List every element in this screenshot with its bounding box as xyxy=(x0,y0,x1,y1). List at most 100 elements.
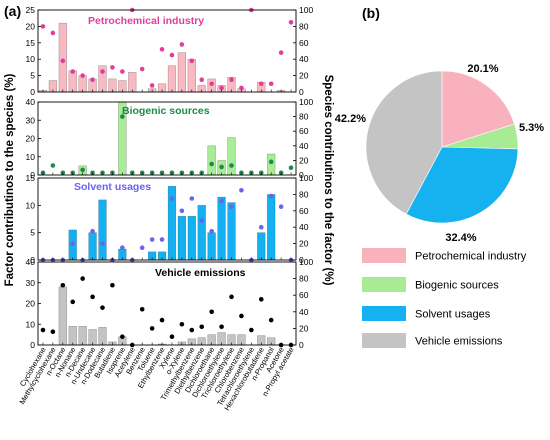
y-tick-label: 20 xyxy=(26,299,36,309)
data-point xyxy=(288,165,294,170)
data-point xyxy=(70,299,76,305)
data-point xyxy=(50,30,56,36)
data-point xyxy=(159,47,165,52)
data-point xyxy=(169,52,175,58)
data-point xyxy=(209,81,214,87)
data-point xyxy=(199,77,205,82)
y2-tick-label: 40 xyxy=(299,141,309,151)
data-point xyxy=(219,198,224,204)
data-point xyxy=(278,204,284,209)
y2-tick-label: 100 xyxy=(299,97,313,107)
bar xyxy=(227,202,236,261)
pie-value-label: 42.2% xyxy=(335,113,366,125)
data-point xyxy=(60,58,66,64)
data-point xyxy=(229,163,234,168)
legend-label: Solvent usages xyxy=(415,309,491,321)
y2-tick-label: 0 xyxy=(299,340,304,350)
data-point xyxy=(139,307,145,312)
data-point xyxy=(159,237,165,242)
pie-value-label: 5.3% xyxy=(519,122,544,134)
plot-frame xyxy=(37,9,297,93)
data-point xyxy=(80,276,85,281)
data-point xyxy=(120,245,125,250)
data-point xyxy=(159,317,165,323)
data-point xyxy=(219,164,224,170)
data-point xyxy=(189,196,195,201)
data-point xyxy=(258,81,264,87)
data-point xyxy=(100,69,105,74)
pie-slice xyxy=(365,70,443,215)
y2-tick-label: 0 xyxy=(299,87,304,97)
data-point xyxy=(90,229,95,234)
panel-title: Biogenic sources xyxy=(122,105,210,117)
y-axis-label: Factor contributinos to the species (%) xyxy=(4,73,16,286)
panel-title: Solvent usages xyxy=(74,181,151,193)
data-point xyxy=(40,327,46,333)
y-tick-label: 15 xyxy=(26,38,36,48)
y2-tick-label: 100 xyxy=(299,257,313,267)
data-point xyxy=(120,69,125,74)
data-point xyxy=(219,85,224,91)
y-tick-label: 40 xyxy=(26,97,36,107)
y-tick-label: 0 xyxy=(30,255,35,265)
data-point xyxy=(189,58,195,64)
data-point xyxy=(149,237,155,242)
bar xyxy=(68,326,77,346)
y2-tick-label: 20 xyxy=(299,71,309,81)
data-point xyxy=(268,159,274,165)
data-point xyxy=(100,305,105,310)
y2-axis-label: Species contributinos to the factor (%) xyxy=(322,75,334,286)
y2-tick-label: 20 xyxy=(299,239,309,249)
data-point xyxy=(50,163,56,168)
legend-swatch xyxy=(362,277,406,292)
data-point xyxy=(209,229,214,234)
data-point xyxy=(169,334,175,340)
bar xyxy=(98,199,107,261)
data-point xyxy=(80,73,85,78)
y2-tick-label: 40 xyxy=(299,222,309,232)
data-point xyxy=(199,324,205,330)
y-tick-label: 20 xyxy=(26,134,36,144)
panel-title: Petrochemical industry xyxy=(88,15,204,27)
data-point xyxy=(209,309,214,315)
bar xyxy=(88,232,97,261)
y2-tick-label: 80 xyxy=(299,274,309,284)
bar xyxy=(207,145,216,176)
subpanel-2: 0 10 20 30 40 0 20 40 60 80 100 Biogenic sources xyxy=(26,97,314,180)
panel-b-label: (b) xyxy=(362,5,380,21)
y2-tick-label: 40 xyxy=(299,307,309,317)
data-point xyxy=(90,77,95,82)
bar xyxy=(187,58,196,93)
pie-value-label: 20.1% xyxy=(467,63,498,75)
bar xyxy=(207,232,216,261)
legend-label: Biogenic sources xyxy=(415,280,499,292)
y2-tick-label: 0 xyxy=(299,170,304,180)
y-tick-label: 10 xyxy=(26,200,36,210)
bar xyxy=(78,326,87,346)
data-point xyxy=(179,321,185,327)
data-point xyxy=(110,65,115,70)
pie-slice xyxy=(405,146,519,224)
bar xyxy=(197,205,206,261)
y2-tick-label: 80 xyxy=(299,112,309,122)
data-point xyxy=(258,224,264,230)
y2-tick-label: 100 xyxy=(299,173,313,183)
data-point xyxy=(239,313,244,319)
data-point xyxy=(120,334,125,340)
y-tick-label: 10 xyxy=(26,152,36,162)
data-point xyxy=(70,241,76,246)
legend-swatch xyxy=(362,248,406,263)
bar xyxy=(217,196,226,261)
data-point xyxy=(50,329,56,335)
bar xyxy=(257,232,266,261)
bar xyxy=(167,65,177,93)
data-point xyxy=(139,245,145,250)
legend-label: Petrochemical industry xyxy=(415,251,527,263)
bar xyxy=(58,286,67,346)
y2-tick-label: 60 xyxy=(299,290,309,300)
legend: Petrochemical industry Biogenic sources So… xyxy=(362,248,527,348)
